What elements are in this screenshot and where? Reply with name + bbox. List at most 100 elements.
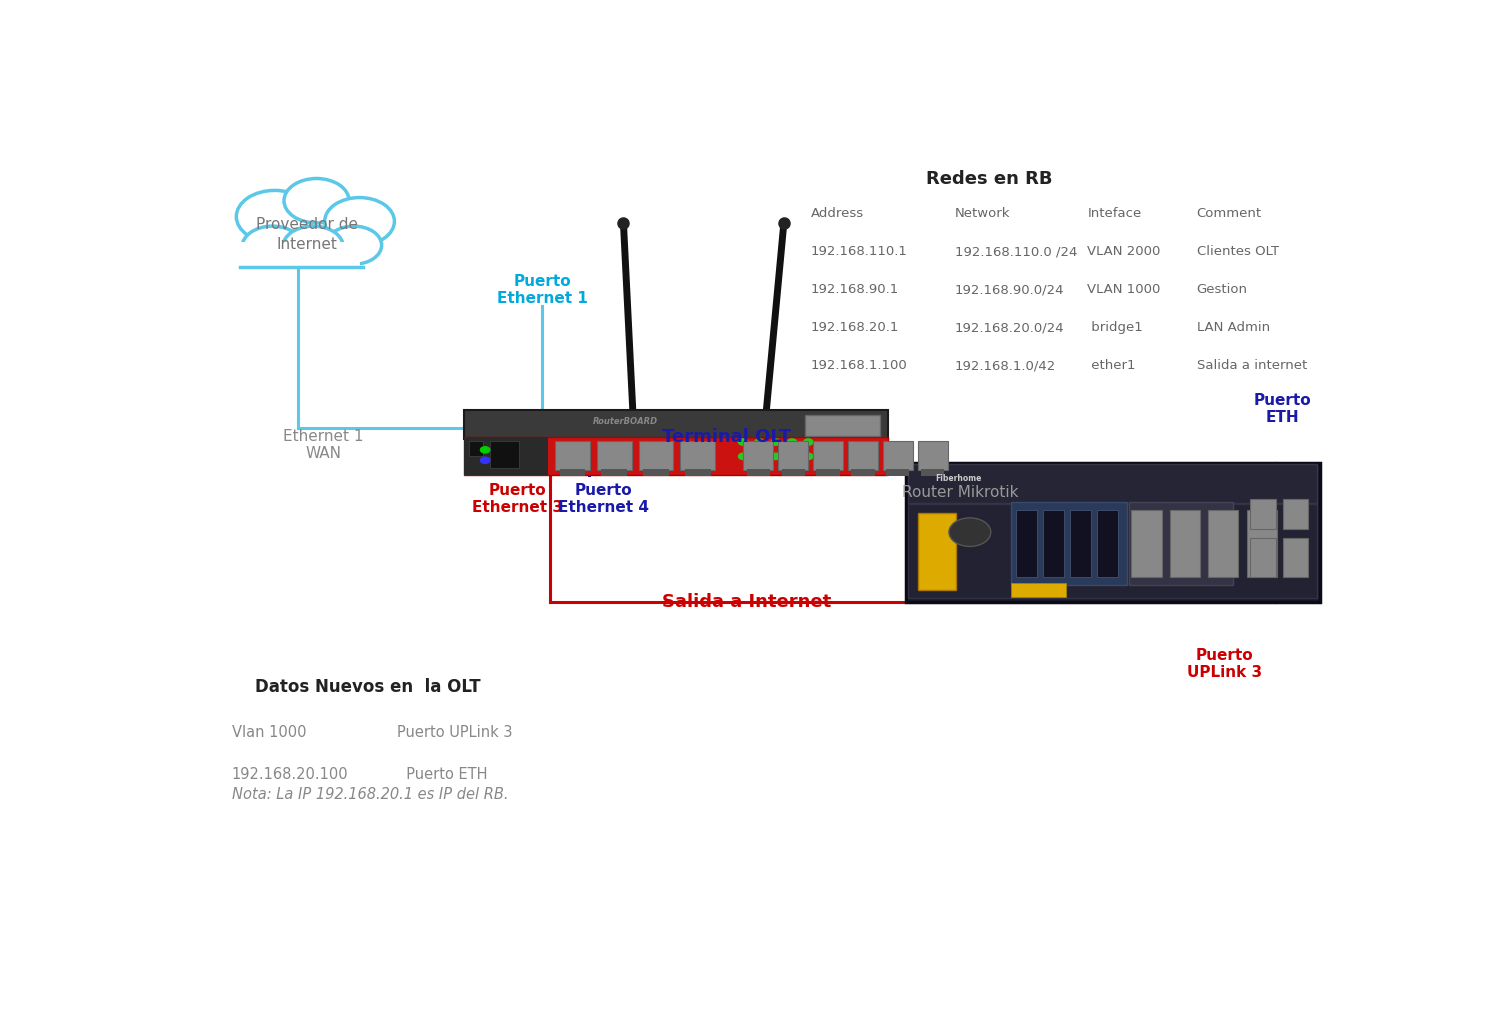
FancyBboxPatch shape xyxy=(597,441,632,470)
Circle shape xyxy=(284,226,344,267)
FancyBboxPatch shape xyxy=(1011,583,1066,597)
FancyBboxPatch shape xyxy=(464,409,888,439)
Text: Comment: Comment xyxy=(1197,207,1262,220)
Circle shape xyxy=(754,439,764,445)
FancyBboxPatch shape xyxy=(1208,510,1239,576)
Circle shape xyxy=(237,191,314,243)
Circle shape xyxy=(771,439,780,445)
FancyBboxPatch shape xyxy=(1282,499,1308,529)
Text: Puerto
ETH: Puerto ETH xyxy=(1254,393,1311,426)
Circle shape xyxy=(480,457,489,464)
Circle shape xyxy=(788,454,796,460)
FancyBboxPatch shape xyxy=(602,469,627,475)
FancyBboxPatch shape xyxy=(908,504,1317,598)
FancyBboxPatch shape xyxy=(464,437,548,474)
Text: ether1: ether1 xyxy=(1088,360,1136,372)
Text: bridge1: bridge1 xyxy=(1088,322,1143,334)
Circle shape xyxy=(804,454,813,460)
FancyBboxPatch shape xyxy=(560,469,585,475)
FancyBboxPatch shape xyxy=(1070,510,1090,576)
Text: Network: Network xyxy=(954,207,1011,220)
Circle shape xyxy=(950,518,992,546)
Circle shape xyxy=(738,454,748,460)
Text: Salida a internet: Salida a internet xyxy=(1197,360,1306,372)
Text: Ethernet 1
WAN: Ethernet 1 WAN xyxy=(284,429,364,462)
Text: Fiberhome: Fiberhome xyxy=(934,474,981,483)
FancyBboxPatch shape xyxy=(882,441,914,470)
Circle shape xyxy=(242,226,303,267)
FancyBboxPatch shape xyxy=(1250,499,1275,529)
FancyBboxPatch shape xyxy=(886,469,909,475)
FancyBboxPatch shape xyxy=(816,469,840,475)
Text: Gestion: Gestion xyxy=(1197,284,1248,296)
Circle shape xyxy=(326,226,381,264)
FancyBboxPatch shape xyxy=(1246,510,1276,576)
Text: RouterBOARD: RouterBOARD xyxy=(592,417,658,426)
Text: 192.168.110.0 /24: 192.168.110.0 /24 xyxy=(954,245,1077,258)
Circle shape xyxy=(284,178,350,223)
Text: LAN Admin: LAN Admin xyxy=(1197,322,1269,334)
Text: Router Mikrotik: Router Mikrotik xyxy=(903,486,1019,500)
Text: Puerto
Ethernet 3: Puerto Ethernet 3 xyxy=(472,483,562,514)
Text: 192.168.90.1: 192.168.90.1 xyxy=(810,284,898,296)
Text: Salida a Internet: Salida a Internet xyxy=(662,593,831,610)
Text: 192.168.20.1: 192.168.20.1 xyxy=(810,322,898,334)
FancyBboxPatch shape xyxy=(464,437,888,474)
Text: Puerto UPLink 3: Puerto UPLink 3 xyxy=(396,726,512,740)
Text: Inteface: Inteface xyxy=(1088,207,1142,220)
FancyBboxPatch shape xyxy=(813,441,843,470)
Text: VLAN 2000: VLAN 2000 xyxy=(1088,245,1161,258)
FancyBboxPatch shape xyxy=(806,414,880,435)
FancyBboxPatch shape xyxy=(918,441,948,470)
FancyBboxPatch shape xyxy=(921,469,945,475)
Text: 192.168.90.0/24: 192.168.90.0/24 xyxy=(954,284,1065,296)
FancyBboxPatch shape xyxy=(1170,510,1200,576)
Text: Redes en RB: Redes en RB xyxy=(927,170,1053,189)
FancyBboxPatch shape xyxy=(782,469,806,475)
FancyBboxPatch shape xyxy=(908,464,1317,503)
Text: Clientes OLT: Clientes OLT xyxy=(1197,245,1278,258)
FancyBboxPatch shape xyxy=(852,469,874,475)
Text: Puerto
UPLink 3: Puerto UPLink 3 xyxy=(1186,647,1262,680)
Text: Puerto
Ethernet 1: Puerto Ethernet 1 xyxy=(496,274,588,306)
Circle shape xyxy=(738,439,748,445)
Text: 192.168.1.0/42: 192.168.1.0/42 xyxy=(954,360,1056,372)
Circle shape xyxy=(480,446,489,453)
FancyBboxPatch shape xyxy=(1131,510,1161,576)
FancyBboxPatch shape xyxy=(1130,502,1233,585)
FancyBboxPatch shape xyxy=(918,513,956,590)
FancyBboxPatch shape xyxy=(1017,510,1038,576)
FancyBboxPatch shape xyxy=(1042,510,1064,576)
Text: Vlan 1000: Vlan 1000 xyxy=(231,726,306,740)
FancyBboxPatch shape xyxy=(1282,538,1308,576)
Text: 192.168.20.0/24: 192.168.20.0/24 xyxy=(954,322,1065,334)
Circle shape xyxy=(771,454,780,460)
FancyBboxPatch shape xyxy=(747,469,770,475)
FancyBboxPatch shape xyxy=(644,469,669,475)
Text: Terminal OLT: Terminal OLT xyxy=(662,428,790,446)
FancyBboxPatch shape xyxy=(470,441,483,457)
FancyBboxPatch shape xyxy=(906,463,1320,602)
FancyBboxPatch shape xyxy=(1096,510,1118,576)
FancyBboxPatch shape xyxy=(555,441,590,470)
Ellipse shape xyxy=(252,202,381,257)
Text: Proveedor de
Internet: Proveedor de Internet xyxy=(256,218,358,253)
FancyBboxPatch shape xyxy=(778,441,808,470)
FancyBboxPatch shape xyxy=(1250,538,1275,576)
Text: Nota: La IP 192.168.20.1 es IP del RB.: Nota: La IP 192.168.20.1 es IP del RB. xyxy=(231,787,509,802)
FancyBboxPatch shape xyxy=(489,441,519,468)
Text: VLAN 1000: VLAN 1000 xyxy=(1088,284,1161,296)
Text: Puerto ETH: Puerto ETH xyxy=(396,767,488,781)
Circle shape xyxy=(788,439,796,445)
FancyBboxPatch shape xyxy=(847,441,877,470)
Text: 192.168.20.100: 192.168.20.100 xyxy=(231,767,348,781)
FancyBboxPatch shape xyxy=(1011,502,1126,585)
Circle shape xyxy=(754,454,764,460)
Text: Puerto
Ethernet 4: Puerto Ethernet 4 xyxy=(558,483,650,514)
Text: Datos Nuevos en  la OLT: Datos Nuevos en la OLT xyxy=(255,678,480,696)
Text: 192.168.1.100: 192.168.1.100 xyxy=(810,360,907,372)
FancyBboxPatch shape xyxy=(240,242,360,270)
FancyBboxPatch shape xyxy=(681,441,716,470)
FancyBboxPatch shape xyxy=(742,441,774,470)
Circle shape xyxy=(804,439,813,445)
